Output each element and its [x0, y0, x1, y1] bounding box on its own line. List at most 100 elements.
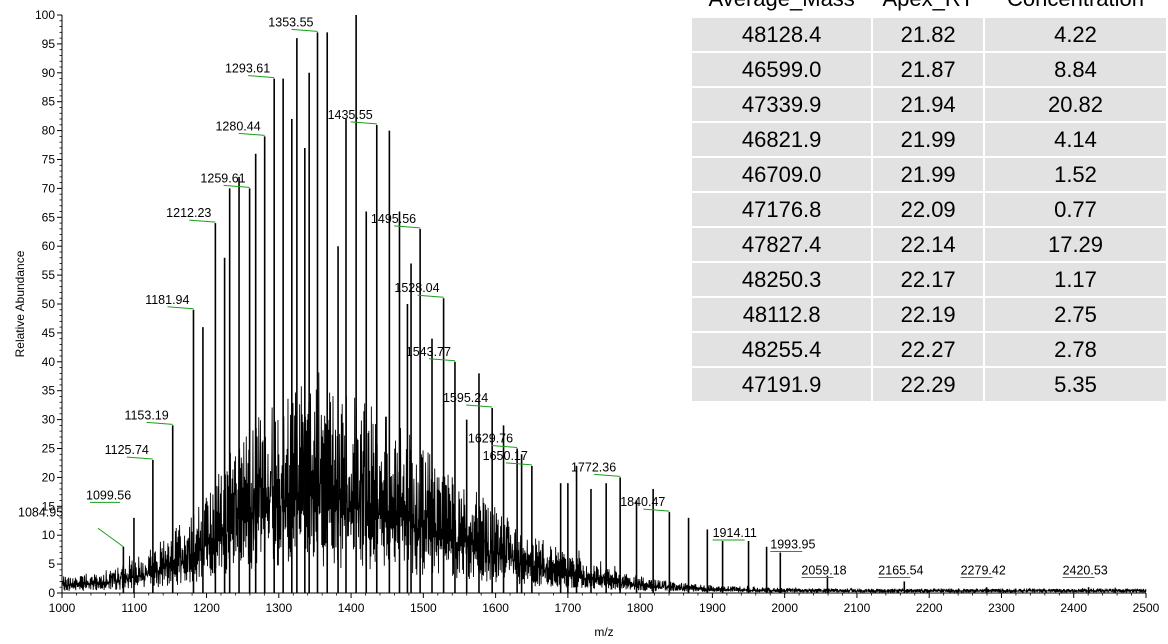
- y-tick-label: 0: [48, 586, 55, 600]
- header-apex-rt: Apex_RT: [873, 0, 983, 16]
- peak-label: 1099.56: [86, 488, 131, 502]
- peak-label-leader: [248, 75, 275, 79]
- x-tick-label: 1500: [410, 601, 437, 615]
- cell-apex-rt: 22.17: [873, 263, 983, 296]
- spectrum-trace: [61, 372, 1147, 595]
- cell-apex-rt: 22.09: [873, 193, 983, 226]
- x-tick-label: 1200: [193, 601, 220, 615]
- x-tick-label: 2400: [1060, 601, 1087, 615]
- x-tick-label: 2100: [844, 601, 871, 615]
- y-tick-label: 5: [48, 557, 55, 571]
- cell-average-mass: 48250.3: [692, 263, 872, 296]
- cell-concentration: 17.29: [985, 228, 1166, 261]
- peak-label: 1914.11: [713, 526, 757, 540]
- x-tick-label: 2200: [916, 601, 943, 615]
- table-row: 48250.3 22.17 1.17: [692, 263, 1166, 296]
- peak-label: 1435.55: [328, 108, 373, 122]
- peak-label-leader: [394, 225, 421, 229]
- cell-concentration: 8.84: [985, 53, 1166, 86]
- x-axis-title: m/z: [594, 625, 613, 639]
- deconvolution-results-panel: Average_Mass Apex_RT Concentration 48128…: [690, 0, 1168, 436]
- peak-label: 1993.95: [770, 538, 815, 552]
- peak-label-leader: [189, 219, 216, 223]
- y-tick-label: 60: [42, 239, 56, 253]
- peak-label: 1280.44: [215, 119, 260, 133]
- cell-average-mass: 47827.4: [692, 228, 872, 261]
- cell-average-mass: 48112.8: [692, 298, 872, 331]
- x-tick-label: 1100: [121, 601, 147, 615]
- y-tick-label: 95: [42, 37, 56, 51]
- peak-label: 1353.55: [268, 15, 313, 29]
- peak-label: 1772.36: [571, 460, 616, 474]
- peak-label: 1629.76: [468, 432, 513, 446]
- cell-concentration: 2.78: [985, 333, 1166, 366]
- cell-average-mass: 46599.0: [692, 53, 872, 86]
- peak-label: 1528.04: [394, 281, 439, 295]
- peak-label: 1084.95: [18, 506, 63, 520]
- y-tick-label: 65: [42, 210, 56, 224]
- table-header-row: Average_Mass Apex_RT Concentration: [692, 0, 1166, 16]
- x-tick-label: 1300: [265, 601, 292, 615]
- peak-label-leader: [291, 28, 318, 32]
- peak-label-leader: [146, 421, 173, 425]
- cell-average-mass: 47339.9: [692, 88, 872, 121]
- peak-label: 1650.17: [483, 449, 528, 463]
- y-tick-label: 35: [42, 384, 56, 398]
- y-tick-label: 85: [42, 95, 56, 109]
- table-row: 48128.4 21.82 4.22: [692, 18, 1166, 51]
- table-row: 46709.0 21.99 1.52: [692, 158, 1166, 191]
- peak-label-leader: [505, 462, 532, 466]
- peak-label-leader: [491, 445, 518, 448]
- peak-label: 1495.56: [371, 212, 416, 226]
- y-tick-label: 20: [42, 470, 56, 484]
- peak-label-leader: [97, 527, 124, 548]
- peak-label: 1840.47: [620, 495, 665, 509]
- table-row: 47191.9 22.29 5.35: [692, 368, 1166, 401]
- cell-apex-rt: 21.99: [873, 158, 983, 191]
- peak-label-leader: [126, 456, 153, 460]
- y-tick-label: 45: [42, 326, 56, 340]
- header-average-mass: Average_Mass: [692, 0, 872, 16]
- cell-apex-rt: 22.29: [873, 368, 983, 401]
- cell-concentration: 1.52: [985, 158, 1166, 191]
- x-tick-label: 1000: [49, 601, 76, 615]
- results-table: Average_Mass Apex_RT Concentration 48128…: [690, 0, 1168, 403]
- cell-concentration: 0.77: [985, 193, 1166, 226]
- cell-concentration: 2.75: [985, 298, 1166, 331]
- cell-apex-rt: 21.99: [873, 123, 983, 156]
- peak-label: 2420.53: [1063, 564, 1108, 578]
- peak-label-leader: [167, 306, 194, 310]
- peak-label: 1181.94: [145, 293, 189, 307]
- x-tick-label: 1700: [555, 601, 582, 615]
- peak-label: 1543.77: [406, 345, 451, 359]
- x-tick-label: 1400: [338, 601, 365, 615]
- peak-label-leader: [238, 132, 265, 136]
- table-row: 46599.0 21.87 8.84: [692, 53, 1166, 86]
- peak-label: 1212.23: [166, 206, 211, 220]
- results-table-body: 48128.4 21.82 4.22 46599.0 21.87 8.84 47339.9 2…: [692, 18, 1166, 401]
- y-tick-label: 10: [42, 528, 56, 542]
- x-tick-label: 1600: [482, 601, 509, 615]
- y-tick-label: 25: [42, 442, 56, 456]
- table-row: 47339.9 21.94 20.82: [692, 88, 1166, 121]
- cell-apex-rt: 22.19: [873, 298, 983, 331]
- cell-average-mass: 48255.4: [692, 333, 872, 366]
- x-tick-label: 1900: [699, 601, 726, 615]
- y-tick-label: 50: [42, 297, 56, 311]
- axis-ticks: 0 5 10 15 20 25 30 35 40 45 50 55 60 65 70 75 80 85 90 95 10…: [35, 8, 1160, 615]
- table-row: 48255.4 22.27 2.78: [692, 333, 1166, 366]
- peak-label-leader: [643, 508, 670, 512]
- table-row: 47827.4 22.14 17.29: [692, 228, 1166, 261]
- peak-label-leader: [417, 294, 444, 298]
- cell-concentration: 1.17: [985, 263, 1166, 296]
- cell-apex-rt: 21.82: [873, 18, 983, 51]
- y-tick-label: 100: [35, 8, 55, 22]
- header-concentration: Concentration: [985, 0, 1166, 16]
- cell-concentration: 4.22: [985, 18, 1166, 51]
- x-tick-label: 2300: [988, 601, 1015, 615]
- peak-label: 1125.74: [105, 443, 149, 457]
- y-tick-label: 30: [42, 413, 56, 427]
- peak-sticks: [122, 15, 1090, 593]
- peak-label-leader: [350, 121, 377, 125]
